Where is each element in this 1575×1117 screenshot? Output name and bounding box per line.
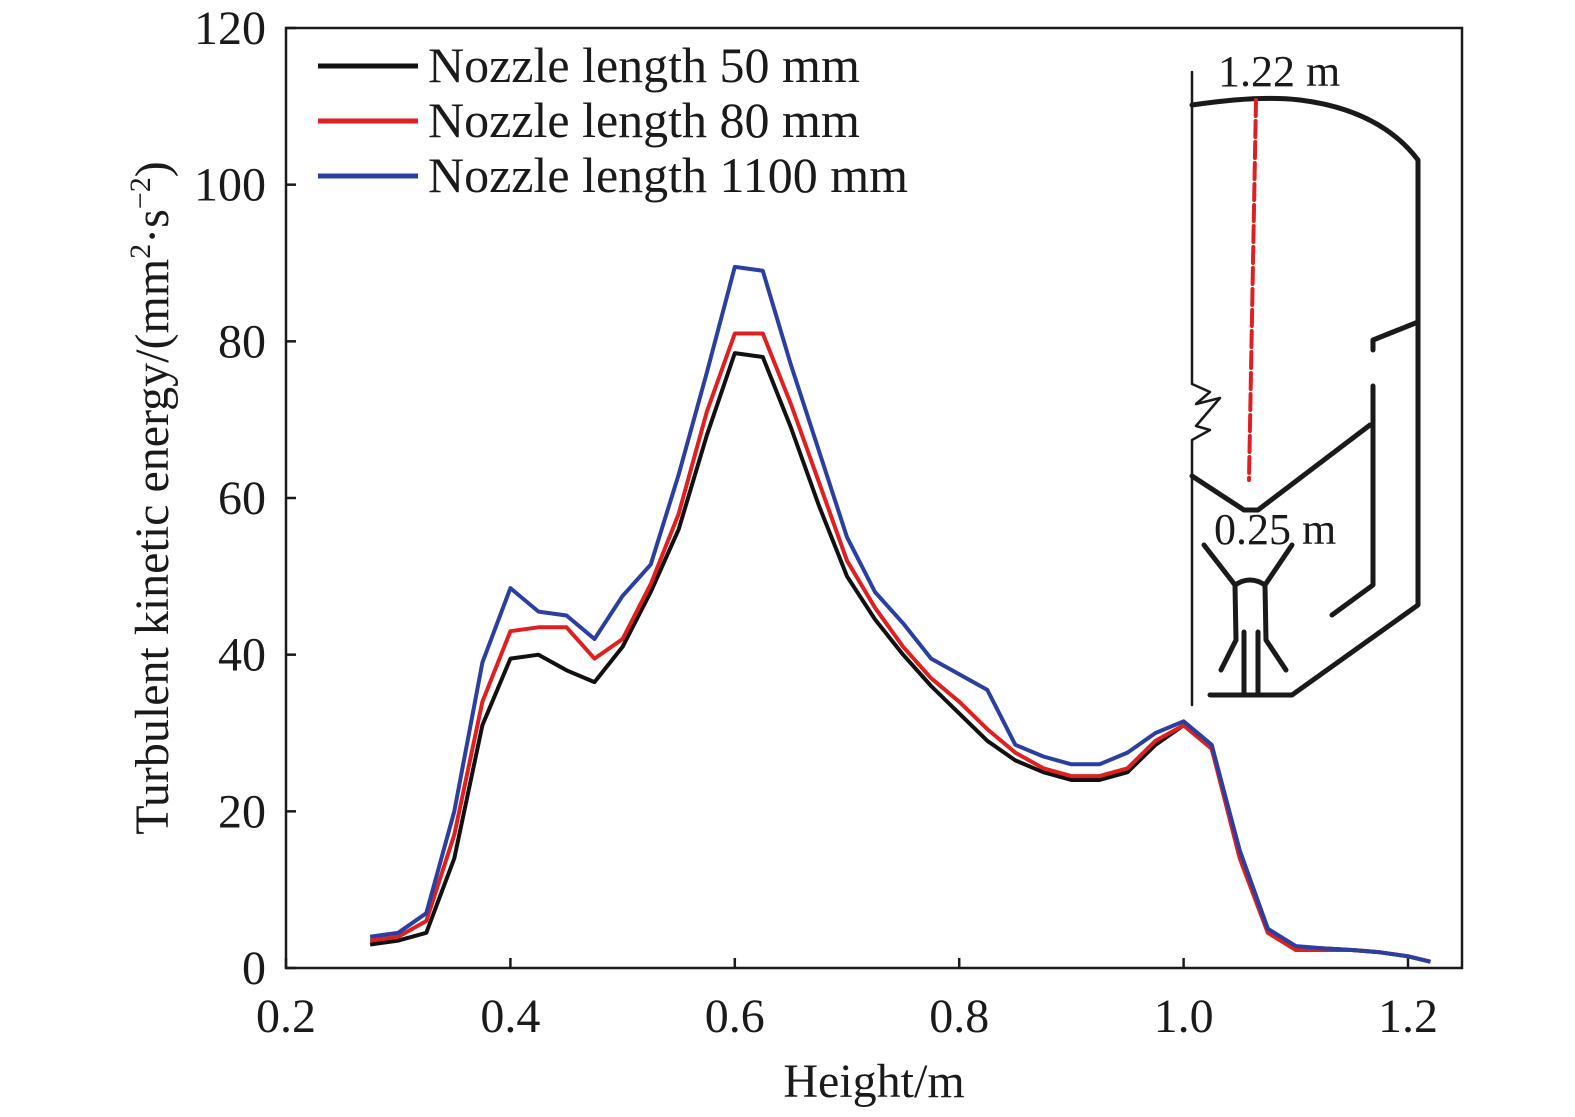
series-lines bbox=[369, 264, 1431, 964]
legend: Nozzle length 50 mm Nozzle length 80 mm … bbox=[318, 37, 908, 203]
x-tick-label: 1.0 bbox=[1154, 990, 1214, 1043]
y-axis-label-sup1: 2 bbox=[124, 244, 157, 259]
y-axis-label: Turbulent kinetic energy/(mm2·s−2) bbox=[124, 161, 179, 835]
y-axis-ticks: 0 20 40 60 80 100 120 bbox=[194, 2, 296, 995]
series-line-1 bbox=[369, 351, 1431, 964]
legend-label-series-1: Nozzle length 50 mm bbox=[428, 37, 860, 93]
x-tick-label: 0.2 bbox=[256, 990, 316, 1043]
series-line-3 bbox=[369, 264, 1431, 964]
y-tick-label: 100 bbox=[194, 159, 266, 212]
y-tick-label: 40 bbox=[218, 629, 266, 682]
y-tick-label: 120 bbox=[194, 2, 266, 55]
inset-measurement-line bbox=[1247, 98, 1258, 482]
inset-left-wall bbox=[1190, 70, 1222, 707]
x-tick-label: 0.4 bbox=[480, 990, 540, 1043]
y-axis-label-end: ) bbox=[126, 161, 179, 177]
legend-label-series-3: Nozzle length 1100 mm bbox=[428, 147, 908, 203]
y-tick-label: 60 bbox=[218, 472, 266, 525]
inset-y-junction bbox=[1232, 577, 1268, 588]
y-axis-label-mid: ·s bbox=[126, 209, 179, 244]
x-tick-label: 0.6 bbox=[705, 990, 765, 1043]
x-tick-label: 1.2 bbox=[1378, 990, 1438, 1043]
inset-baffle bbox=[1329, 383, 1376, 618]
inset-nozzle-left bbox=[1201, 542, 1239, 673]
y-axis-label-sup2: −2 bbox=[124, 177, 157, 209]
y-tick-label: 80 bbox=[218, 315, 266, 368]
inset-cone bbox=[1189, 422, 1373, 513]
inset-top-dome bbox=[1189, 95, 1421, 353]
inset-nozzle-right bbox=[1262, 542, 1295, 673]
x-axis-label: Height/m bbox=[783, 1055, 964, 1108]
x-axis-ticks: 0.2 0.4 0.6 0.8 1.0 1.2 bbox=[256, 958, 1438, 1043]
y-axis-label-main: Turbulent kinetic energy/(mm bbox=[126, 259, 179, 835]
y-tick-label: 0 bbox=[242, 942, 266, 995]
inset-nozzle-center bbox=[1241, 629, 1261, 698]
reactor-schematic-inset bbox=[1189, 70, 1421, 707]
y-tick-label: 20 bbox=[218, 785, 266, 838]
inset-right-wall bbox=[1207, 319, 1421, 698]
legend-label-series-2: Nozzle length 80 mm bbox=[428, 92, 860, 148]
inset-bottom-label: 0.25 m bbox=[1214, 505, 1336, 554]
x-tick-label: 0.8 bbox=[929, 990, 989, 1043]
inset-top-label: 1.22 m bbox=[1218, 47, 1340, 96]
